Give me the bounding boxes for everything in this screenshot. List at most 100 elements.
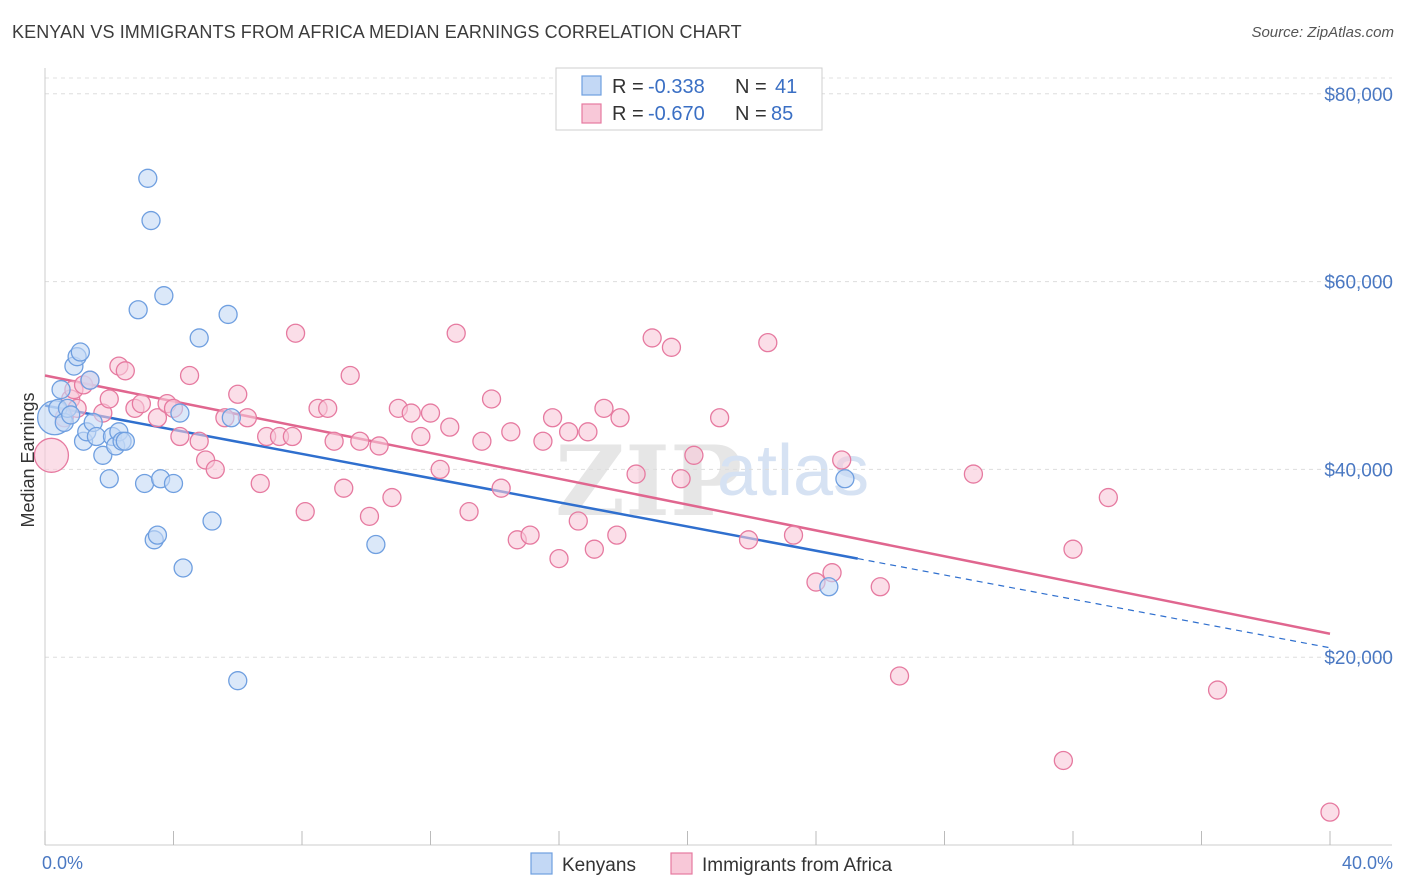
legend-box: R = -0.338 N = 41 R = -0.670 N = 85 [555,67,823,131]
kenyan-point [228,671,248,691]
kenyan-point [86,426,107,447]
kenyan-point [170,403,190,423]
immigrant-point [1207,680,1228,700]
immigrant-point [99,389,119,409]
immigrant-trend-line [44,374,1331,635]
immigrant-point [671,469,691,489]
legend-n-label-1: N = [735,76,767,98]
immigrant-point [607,525,627,545]
legend-n-label-2: N = [735,103,767,125]
bottom-legend-swatch-kenyans [530,852,553,875]
kenyan-point [202,511,222,531]
immigrant-point [359,506,380,526]
immigrant-point [584,539,604,559]
immigrant-point [709,408,730,428]
immigrant-point [889,666,910,686]
legend-r-value-2: -0.670 [648,103,705,125]
bottom-legend-immigrants: Immigrants from Africa [702,855,892,876]
immigrant-point [401,403,421,423]
immigrant-point [33,437,70,473]
kenyan-point [61,405,81,425]
immigrant-point [661,337,682,357]
immigrant-point [170,426,190,447]
data-points [33,168,1340,822]
kenyan-point [51,379,71,400]
kenyan-point [221,408,241,428]
kenyan-point [134,473,155,494]
immigrant-point [610,408,630,428]
immigrant-point [147,408,168,428]
immigrant-point [420,403,441,423]
kenyan-point [189,328,209,348]
immigrant-point [963,464,984,484]
immigrant-point [594,398,614,419]
immigrant-point [481,389,502,409]
immigrant-point [870,577,890,597]
kenyan-point [147,525,168,545]
x-tick-label: 0.0% [42,853,83,873]
immigrant-point [411,426,431,447]
x-tick-label: 40.0% [1342,853,1393,873]
kenyan-point [141,210,161,231]
immigrant-point [642,328,662,348]
axes: $20,000 $40,000 $60,000 $80,000 0.0% 40.0% [42,68,1393,873]
y-tick-label: $20,000 [1324,648,1393,669]
legend-n-value-1: 41 [775,76,797,98]
kenyan-point [99,469,119,489]
immigrant-point [295,501,315,522]
bottom-legend-swatch-immigrants [670,852,693,875]
kenyan-point [819,577,839,597]
gridlines [45,77,1392,658]
kenyan-point [80,370,100,390]
legend-r-label-1: R = [612,76,644,98]
bottom-legend-kenyans: Kenyans [562,855,636,876]
source-label: Source: ZipAtlas.com [1251,24,1394,41]
immigrant-point [1053,750,1074,771]
legend-swatch-immigrants [581,103,602,124]
immigrant-point [131,394,152,414]
immigrant-point [228,384,248,404]
immigrant-point [237,408,258,428]
immigrant-point [832,450,852,470]
immigrant-point [578,422,598,442]
kenyan-point [218,304,238,325]
immigrant-point [189,431,209,451]
immigrant-point [568,511,588,531]
immigrant-point [430,459,450,480]
legend-n-value-2: 85 [771,103,793,125]
kenyan-point [173,558,193,578]
immigrant-point [115,361,135,381]
y-tick-label: $60,000 [1324,273,1393,294]
immigrant-point [334,478,354,498]
immigrant-point [282,426,303,447]
immigrant-point [472,431,492,451]
immigrant-point [758,332,778,353]
y-axis-label: Median Earnings [18,392,38,527]
immigrant-point [542,408,563,428]
immigrant-point [1063,539,1083,559]
immigrant-point [250,473,270,494]
immigrant-point [533,431,553,451]
kenyan-point [163,473,184,494]
legend-r-label-2: R = [612,103,644,125]
y-tick-label: $80,000 [1324,85,1393,106]
immigrant-point [626,464,646,484]
immigrant-point [520,525,540,545]
immigrant-point [340,365,360,386]
immigrant-point [684,445,704,465]
immigrant-point [1098,487,1118,508]
kenyan-point [366,534,386,555]
y-tick-label: $40,000 [1324,460,1393,481]
bottom-legend: Kenyans Immigrants from Africa [530,852,892,876]
immigrant-point [738,530,759,550]
immigrant-point [446,323,466,343]
immigrant-point [491,478,511,498]
kenyan-point [138,168,158,188]
immigrant-point [179,365,200,386]
immigrant-point [324,431,344,451]
immigrant-point [350,431,370,451]
immigrant-point [459,501,479,522]
immigrant-point [369,436,389,456]
immigrant-point [558,422,579,442]
